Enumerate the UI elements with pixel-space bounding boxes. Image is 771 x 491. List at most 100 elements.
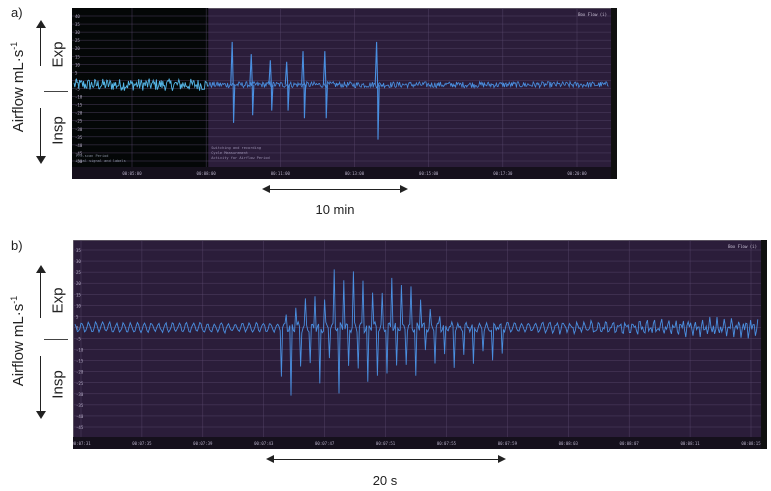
plot-background [73,240,767,449]
y-tick-label: -20 [75,111,83,116]
spike-mark [284,61,290,111]
y-tick-label: 0 [76,325,79,330]
spike-mark [249,54,255,116]
x-tick-label: 00:15:00 [419,171,439,176]
y-tick-label: 30 [76,259,81,264]
y-tick-label: -5 [76,337,81,342]
x-axis-strip [73,437,767,449]
panel-b-exp-arrow [40,270,41,318]
y-tick-label: 5 [76,314,79,319]
panel-b-label: b) [11,238,23,253]
y-tick-label: -30 [75,127,83,132]
y-tick-label: -35 [76,403,84,408]
series-line-airflow [74,269,759,396]
y-tick-label: -15 [76,359,84,364]
y-tick-label: -30 [76,392,84,397]
x-axis-strip [72,167,617,179]
y-tick-label: -40 [75,143,83,148]
spike-mark [374,41,380,140]
y-tick-label: 35 [75,22,80,27]
panel-a-exp-arrowhead [36,20,46,28]
panel-a-insp-arrow [40,108,41,156]
x-tick-label: 00:07:55 [437,441,457,446]
y-tick-label: -45 [76,425,84,430]
y-tick-label: -20 [76,370,84,375]
panel-a-label: a) [11,5,23,20]
y-tick-label: 25 [75,38,80,43]
panel-a-exp-label: Exp [49,41,67,68]
panel-b-chart: 35 30 25 20 15 10 5 0 -5 -10 -15 -20 -25 -30 -35 -40 -45… [73,240,767,449]
y-tick-label: 35 [76,248,81,253]
panel-a-chart: 4035302520151050-5-10-15-20-25-30-35-40-… [72,8,617,179]
x-tick-label: 00:17:30 [493,171,513,176]
scrollbar-strip [761,240,767,449]
y-tick-label: 25 [76,270,81,275]
y-tick-label: -15 [75,103,83,108]
panel-b-span-arrowhead-left [266,455,274,463]
x-tick-label: 00:08:07 [620,441,640,446]
spike-mark [301,51,307,119]
x-tick-label: 00:07:51 [376,441,396,446]
x-tick-label: 00:07:39 [193,441,213,446]
panel-a-center-line [44,91,68,92]
panel-b-ylabel: Airflow mL·s-1 [9,295,27,387]
y-tick-label: 40 [75,14,80,19]
period-note: Activity for Airflow Period [211,156,269,160]
panel-b-span-arrowhead-right [498,455,506,463]
y-tick-label: -10 [76,348,84,353]
x-tick-label: 00:08:15 [741,441,761,446]
x-tick-label: 00:07:43 [254,441,274,446]
panel-a-insp-label: Insp [49,116,67,145]
panel-a-span-arrowhead-right [400,185,408,193]
corner-label: Box Flow (i) [578,12,607,17]
panel-b-exp-label: Exp [49,287,67,314]
x-tick-label: 00:08:11 [680,441,700,446]
y-tick-label: -25 [76,381,84,386]
corner-label: Box Flow (i) [728,244,757,249]
panel-a-exp-arrow [40,24,41,66]
y-tick-label: 15 [75,54,80,59]
panel-b-insp-label: Insp [49,370,67,399]
y-tick-label: 10 [76,303,81,308]
x-tick-label: 00:08:03 [559,441,579,446]
x-tick-label: 00:20:00 [567,171,587,176]
y-tick-label: -25 [75,119,83,124]
series-line-pre-period [73,77,209,91]
panel-b-exp-arrowhead [36,265,46,273]
y-tick-label: 20 [76,281,81,286]
y-tick-label: 15 [76,292,81,297]
pre-period-note: Local signal and labels [76,159,126,163]
spike-mark [268,60,274,111]
y-tick-label: 20 [75,46,80,51]
x-tick-label: 00:07:31 [73,441,91,446]
y-tick-label: -35 [75,135,83,140]
panel-a-ylabel: Airflow mL·s-1 [9,41,27,133]
y-tick-label: 5 [75,70,78,75]
y-tick-label: -45 [75,151,83,156]
period-note: Cycle Measurement [211,151,248,155]
y-tick-label: -10 [75,95,83,100]
panel-b-span-label: 20 s [372,473,398,488]
x-tick-label: 00:07:35 [132,441,152,446]
scrollbar-strip [611,8,617,179]
panel-a-span-arrowhead-left [262,185,270,193]
x-tick-label: 00:07:47 [315,441,335,446]
y-tick-label: -40 [76,414,84,419]
panel-b-center-line [44,339,68,340]
y-tick-label: 30 [75,30,80,35]
spike-mark [230,41,236,123]
spike-mark [322,51,328,119]
panel-a-span-label: 10 min [315,202,355,217]
panel-a-span-arrow [268,189,402,190]
series-line-airflow [208,80,609,90]
x-tick-label: 00:07:59 [498,441,518,446]
panel-b-span-arrow [272,459,500,460]
y-tick-label: 10 [75,62,80,67]
y-tick-label: -5 [75,87,80,92]
panel-b-insp-arrow [40,356,41,412]
period-note: Switching and recording [211,146,261,150]
y-tick-label: -50 [75,159,83,164]
x-tick-label: 00:05:00 [122,171,142,176]
x-tick-label: 00:13:00 [345,171,365,176]
x-tick-label: 00:11:00 [271,171,291,176]
